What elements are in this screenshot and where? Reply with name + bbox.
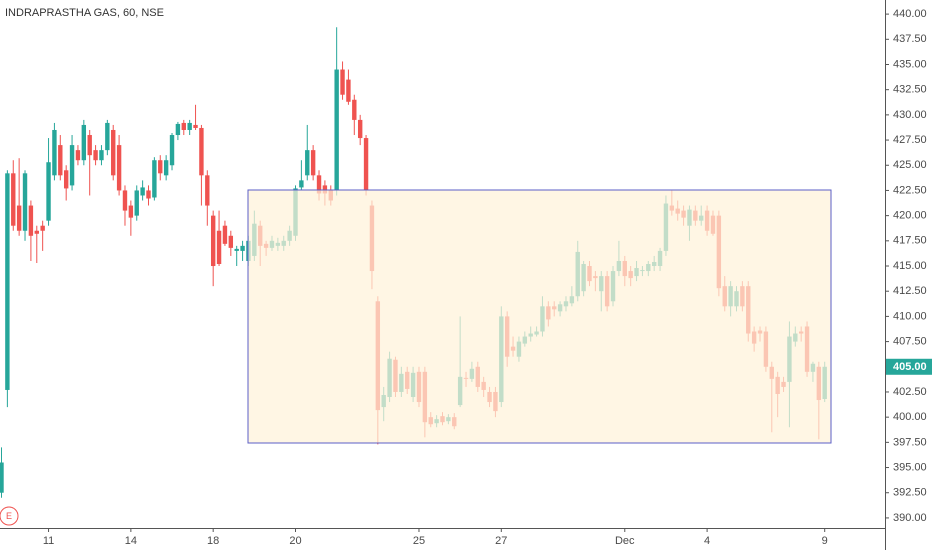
y-tick-label: 410.00 — [893, 310, 927, 322]
candle-body — [105, 122, 110, 151]
candle-body — [299, 180, 304, 188]
y-tick-label: 427.50 — [893, 134, 927, 146]
candle-body — [228, 235, 234, 248]
last-price-badge — [886, 358, 932, 375]
candle-body — [75, 150, 81, 161]
candle-body — [222, 225, 228, 244]
candle-body — [140, 187, 145, 196]
x-tick-label: Dec — [615, 535, 635, 547]
candle-body — [216, 230, 222, 264]
y-tick-label: 430.00 — [893, 109, 927, 121]
candle-body — [163, 160, 169, 176]
candle-body — [16, 205, 22, 231]
candle-body — [346, 79, 351, 102]
candle-body — [169, 135, 175, 166]
axes: 390.00 392.50 395.00 397.50 400.00 402.50 405.… — [43, 8, 932, 547]
y-tick-label: 422.50 — [893, 184, 927, 196]
y-tick-label: 412.50 — [893, 285, 927, 297]
y-tick-label: 432.50 — [893, 84, 927, 96]
candle-body — [58, 145, 63, 176]
candle-body — [363, 138, 369, 191]
candle-body — [63, 170, 69, 189]
candle-body — [352, 99, 357, 120]
candle-body — [240, 245, 245, 251]
candle-body — [40, 225, 45, 231]
candle-body — [146, 190, 151, 199]
x-tick-label: 4 — [704, 535, 710, 547]
candle-body — [5, 173, 10, 390]
y-tick-label: 437.50 — [893, 33, 927, 45]
candle-body — [22, 173, 28, 231]
candle-body — [69, 145, 75, 186]
candle-body — [93, 150, 98, 161]
candle-body — [152, 160, 157, 198]
candle-body — [322, 185, 328, 194]
y-tick-label: 407.50 — [893, 335, 927, 347]
chart-title: INDRAPRASTHA GAS, 60, NSE — [5, 7, 164, 19]
candle-body — [310, 150, 316, 176]
candle-body — [181, 122, 186, 130]
x-tick-label: 27 — [495, 535, 507, 547]
y-tick-label: 400.00 — [893, 411, 927, 423]
y-tick-label: 390.00 — [893, 512, 927, 524]
candle-body — [187, 122, 192, 130]
last-price-label: 405.00 — [893, 361, 927, 373]
y-tick-label: 395.00 — [893, 461, 927, 473]
candle-body — [34, 230, 39, 234]
x-tick-label: 11 — [43, 535, 54, 547]
candle-body — [316, 175, 322, 194]
x-tick-label: 14 — [125, 535, 137, 547]
event-marker-icon[interactable] — [0, 506, 19, 526]
candle-body — [111, 129, 116, 176]
candle-body — [99, 150, 104, 161]
candle-body — [199, 127, 204, 176]
candle-body — [0, 462, 4, 493]
candle-body — [116, 145, 122, 191]
x-tick-label: 20 — [289, 535, 301, 547]
candle-body — [357, 119, 363, 139]
candle-body — [122, 190, 128, 211]
candle-body — [158, 160, 163, 174]
candle-body — [46, 162, 51, 221]
candle-body — [234, 248, 239, 251]
y-tick-label: 397.50 — [893, 436, 927, 448]
candle-body — [210, 215, 216, 267]
candle-body — [87, 135, 92, 156]
y-tick-label: 435.00 — [893, 58, 927, 70]
y-tick-label: 440.00 — [893, 8, 927, 20]
y-tick-label: 415.00 — [893, 260, 927, 272]
y-tick-label: 420.00 — [893, 210, 927, 222]
candle-body — [128, 205, 134, 218]
candle-body — [334, 69, 339, 191]
candle-body — [11, 173, 16, 226]
candle-body — [175, 123, 181, 136]
x-tick-label: 18 — [207, 535, 219, 547]
candle-body — [340, 69, 345, 95]
candle-body — [81, 124, 87, 161]
candle-body — [52, 129, 57, 176]
candle-body — [28, 205, 34, 236]
candle-body — [134, 190, 139, 216]
candle-body — [193, 124, 198, 128]
y-tick-label: 425.00 — [893, 159, 927, 171]
range-box — [247, 189, 832, 444]
candle-body — [305, 150, 310, 176]
y-tick-label: 402.50 — [893, 386, 927, 398]
candle-body — [205, 175, 210, 206]
x-tick-label: 9 — [822, 535, 828, 547]
y-tick-label: 392.50 — [893, 487, 927, 499]
x-tick-label: 25 — [413, 535, 425, 547]
y-tick-label: 417.50 — [893, 235, 927, 247]
event-marker-label[interactable]: E — [6, 511, 12, 521]
